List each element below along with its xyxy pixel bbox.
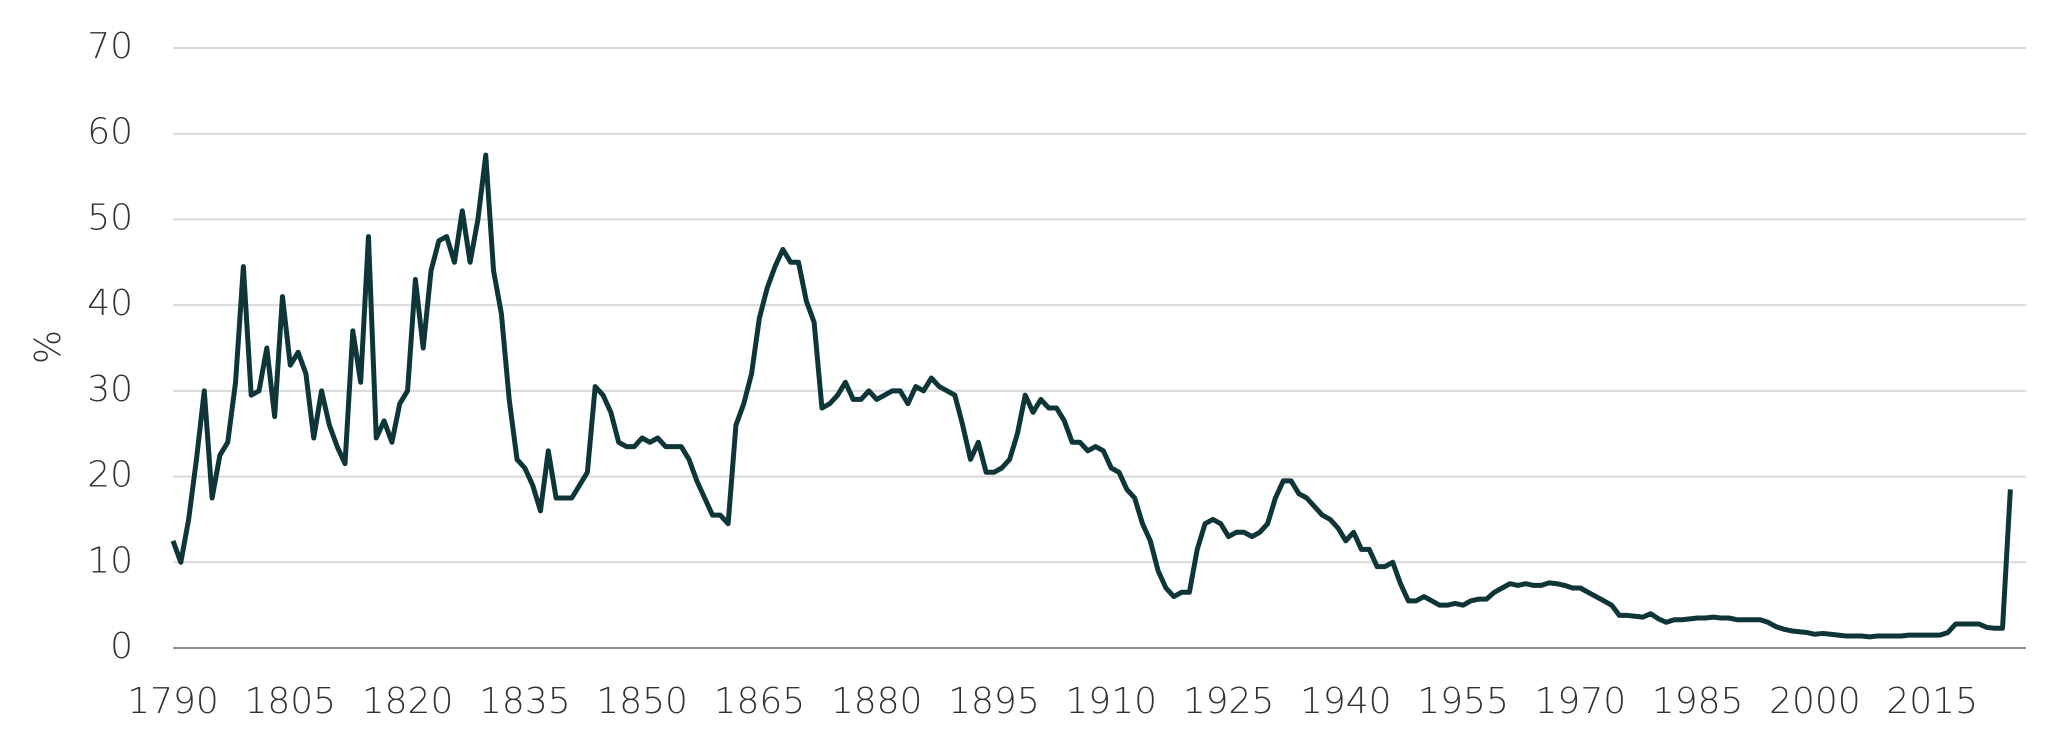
x-tick-label: 1865 [714,681,806,722]
x-tick-label: 1985 [1652,681,1744,722]
x-tick-label: 1790 [127,681,219,722]
x-tick-label: 2000 [1769,681,1861,722]
data-line [170,152,2013,640]
x-tick-label: 2015 [1886,681,1978,722]
x-tick-label: 1970 [1535,681,1627,722]
x-tick-label: 1940 [1300,681,1392,722]
y-tick-label: 20 [87,455,133,496]
x-tick-label: 1835 [479,681,571,722]
y-axis-label: % [28,330,69,364]
y-tick-label: 40 [87,283,133,324]
y-tick-label: 60 [87,112,133,153]
x-tick-label: 1820 [362,681,454,722]
x-tick-label: 1910 [1065,681,1157,722]
x-tick-label: 1880 [831,681,923,722]
x-tick-label: 1955 [1417,681,1509,722]
x-tick-label: 1925 [1183,681,1275,722]
y-tick-label: 0 [110,626,133,667]
y-tick-label: 30 [87,369,133,410]
x-tick-label: 1805 [244,681,336,722]
x-tick-label: 1850 [596,681,688,722]
x-tick-label: 1895 [948,681,1040,722]
y-tick-label: 10 [87,540,133,581]
y-tick-label: 70 [87,26,133,67]
y-tick-label: 50 [87,197,133,238]
